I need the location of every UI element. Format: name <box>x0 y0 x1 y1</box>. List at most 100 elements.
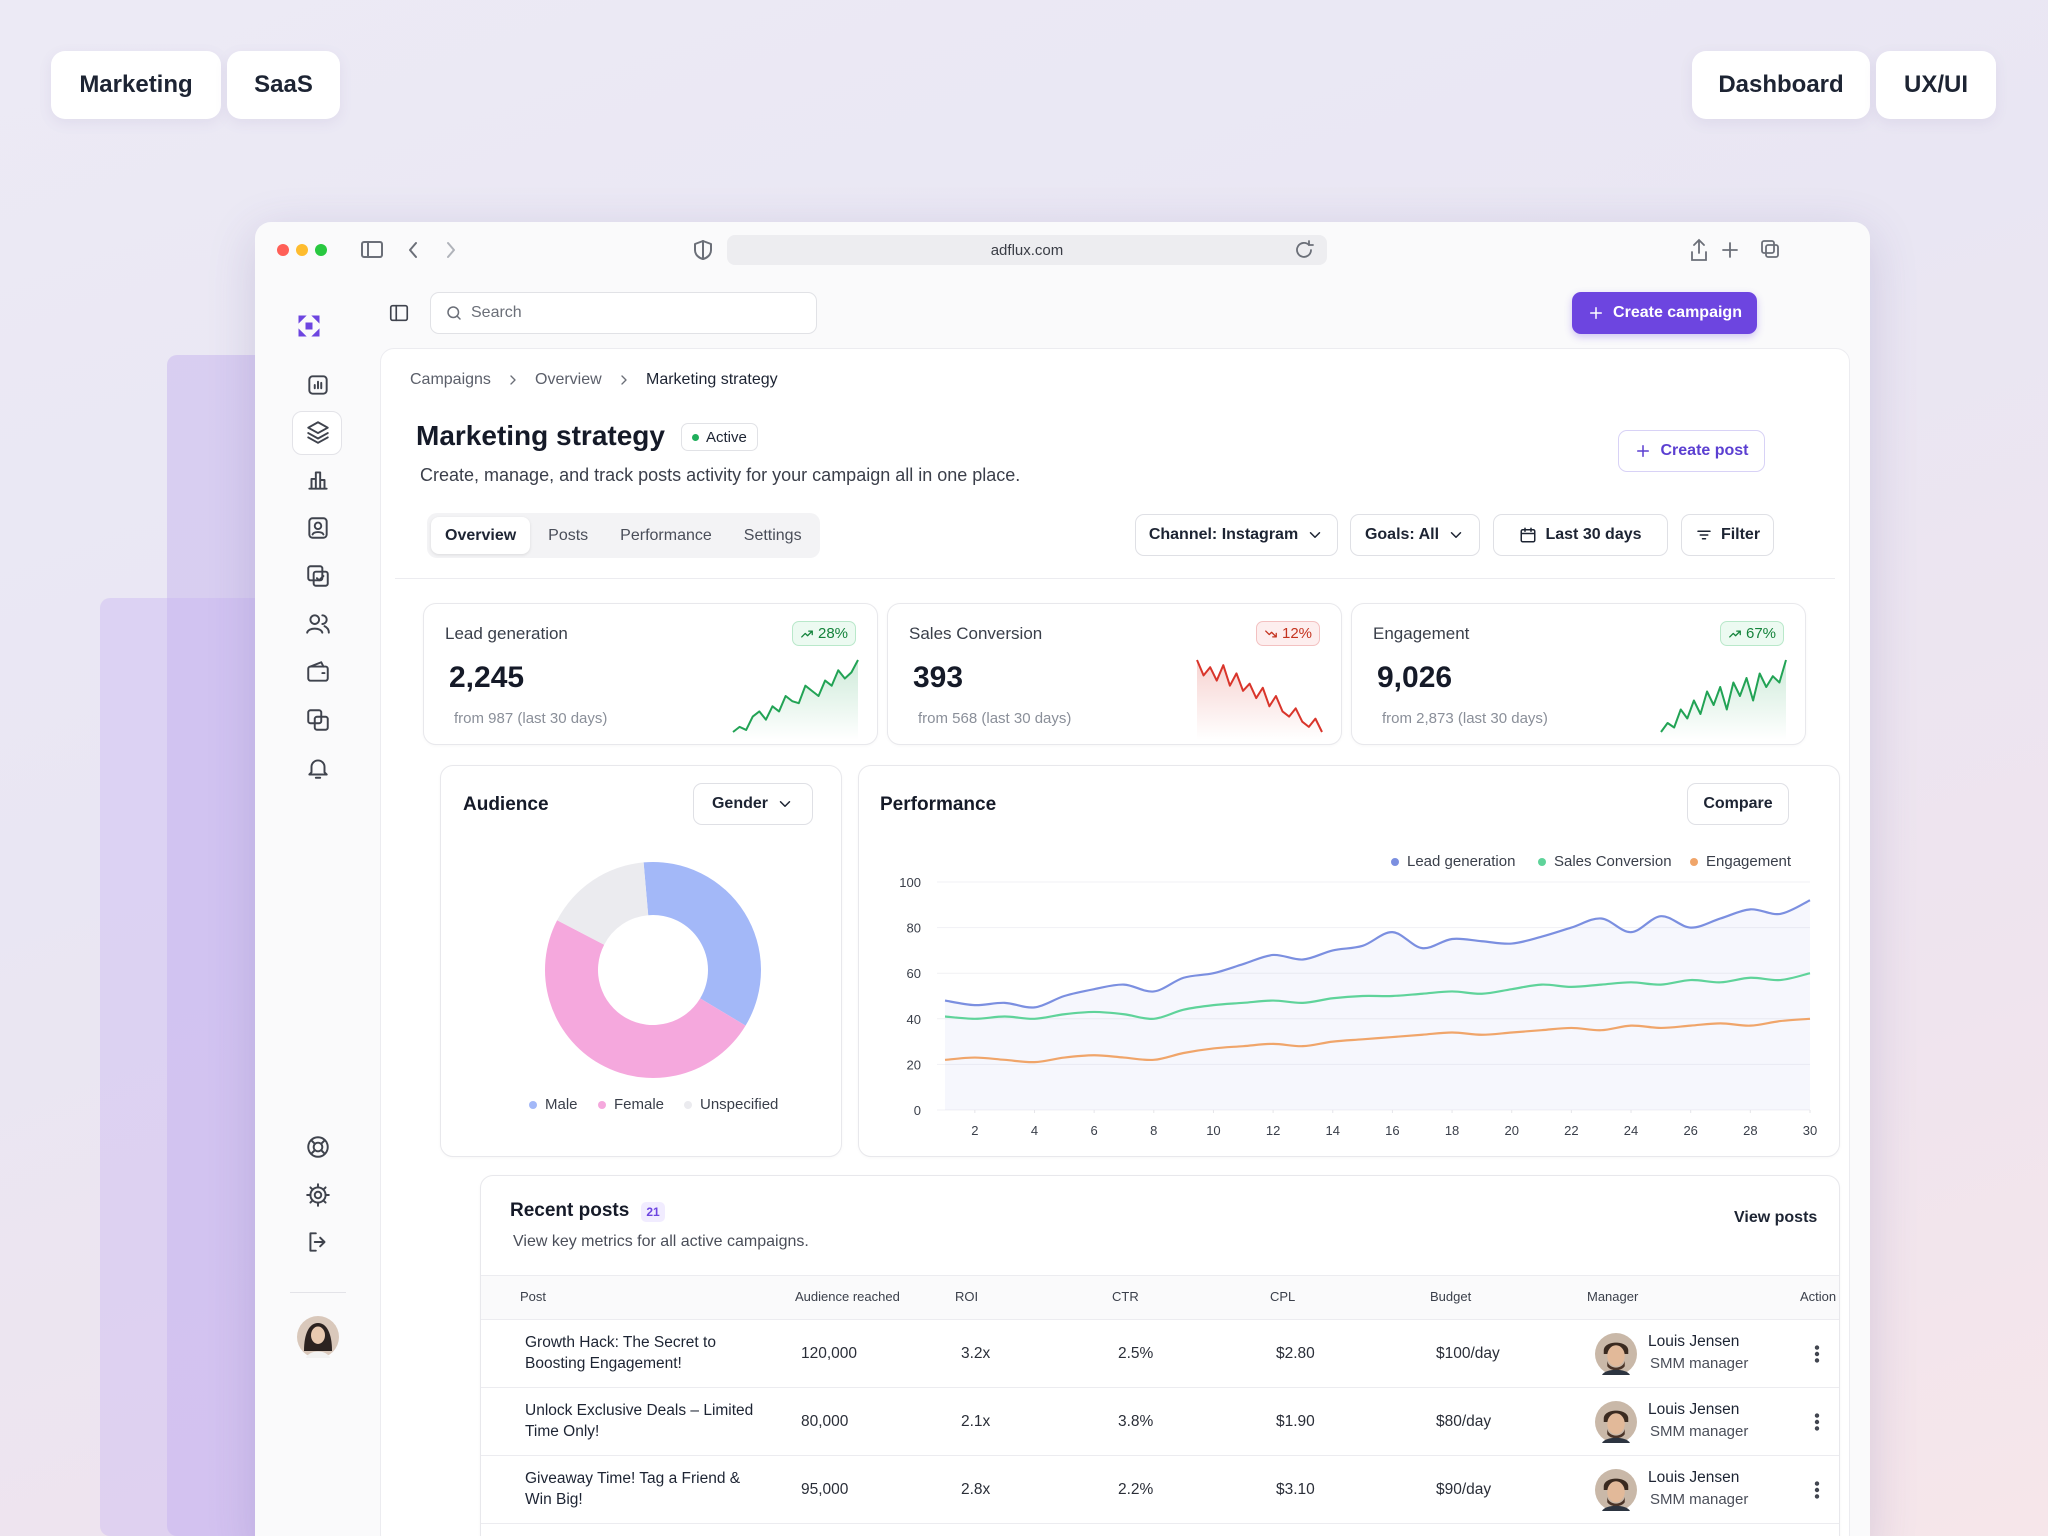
sidebar-icon[interactable] <box>305 419 331 445</box>
filter-button[interactable]: Last 30 days <box>1493 514 1668 556</box>
icon-shape <box>313 521 323 531</box>
tab[interactable]: Overview <box>431 517 531 554</box>
icon-shape <box>1814 1419 1820 1425</box>
button-label: Filter <box>1720 526 1761 543</box>
icon-shape <box>298 315 320 337</box>
icon-shape <box>1814 1351 1820 1357</box>
column-header: CTR <box>1112 1289 1139 1304</box>
browser-toolbar <box>277 235 1779 265</box>
cell: $3.10 <box>1276 1481 1315 1498</box>
sidebar-icon[interactable] <box>305 1182 331 1208</box>
icon <box>1265 629 1277 638</box>
sidebar-icon[interactable] <box>305 707 331 733</box>
panel-toggle[interactable] <box>388 302 410 324</box>
icon-shape <box>1590 307 1603 319</box>
count-badge: 21 <box>641 1202 665 1222</box>
column-header: Action <box>1800 1289 1837 1304</box>
column-header: Budget <box>1430 1289 1472 1304</box>
kpi-value: 9,026 <box>1377 661 1453 694</box>
breadcrumb-item[interactable]: Marketing strategy <box>646 371 778 388</box>
cell: $100/day <box>1436 1345 1500 1362</box>
sidebar-icon[interactable] <box>305 1134 331 1160</box>
kpi-change-label: 12% <box>1282 625 1313 642</box>
icon-shape <box>313 380 323 390</box>
post-title[interactable]: Growth Hack: The Secret to Boosting Enga… <box>525 1334 716 1372</box>
icon <box>1520 527 1536 543</box>
create-campaign-button[interactable]: Create campaign <box>1572 292 1757 334</box>
cell: 2.2% <box>1118 1481 1154 1498</box>
filter-button[interactable]: Filter <box>1681 514 1774 556</box>
icon-shape <box>447 306 460 319</box>
cell: $1.90 <box>1276 1413 1315 1430</box>
icon-shape <box>311 531 325 536</box>
button-label: Goals: All <box>1364 526 1440 543</box>
breadcrumb-item[interactable]: Campaigns <box>410 371 491 388</box>
icon-shape <box>409 242 417 258</box>
filter-button[interactable]: Channel: Instagram <box>1135 514 1338 556</box>
manager-role: SMM manager <box>1650 1491 1749 1508</box>
icon-shape <box>313 1190 323 1200</box>
icon <box>801 629 813 638</box>
breadcrumb-item[interactable]: Overview <box>535 371 602 388</box>
tab[interactable]: Settings <box>743 526 802 544</box>
url: adflux.com <box>990 241 1064 259</box>
table-row <box>481 1456 1839 1524</box>
icon-shape <box>1450 532 1462 538</box>
sidebar-icon[interactable] <box>305 659 331 685</box>
sidebar-icon[interactable] <box>305 515 331 541</box>
dropdown-button[interactable]: Gender <box>693 783 813 825</box>
column-header: ROI <box>955 1289 979 1304</box>
filter-button[interactable]: Goals: All <box>1350 514 1480 556</box>
icon-shape <box>305 1351 331 1358</box>
button-label: Last 30 days <box>1545 526 1642 543</box>
post-title[interactable]: Giveaway Time! Tag a Friend & Win Big! <box>525 1470 741 1508</box>
icon-shape <box>308 375 328 395</box>
status-badge: Active <box>681 423 758 451</box>
tab[interactable]: Posts <box>548 526 589 544</box>
icon-shape <box>621 375 627 385</box>
row-action[interactable] <box>1806 1479 1828 1501</box>
cell: 80,000 <box>801 1413 849 1430</box>
icon-shape <box>309 1232 326 1252</box>
icon-shape <box>307 436 329 444</box>
manager-name: Louis Jensen <box>1648 1469 1740 1486</box>
icon-shape <box>308 471 328 490</box>
icon-shape <box>456 315 461 320</box>
sidebar-icon[interactable] <box>305 1229 331 1255</box>
tab[interactable]: Performance <box>620 526 712 544</box>
icon-shape <box>1607 1413 1625 1435</box>
search-box[interactable]: Search <box>430 292 817 334</box>
icon-shape <box>311 1326 325 1344</box>
sidebar-icon[interactable] <box>305 755 331 781</box>
icon-shape <box>1607 1361 1625 1371</box>
user-avatar[interactable] <box>297 1316 339 1358</box>
button-label: Channel: Instagram <box>1148 526 1299 543</box>
icon-shape <box>1296 238 1779 261</box>
icon-shape <box>510 375 516 385</box>
icon-shape <box>1722 242 1738 258</box>
cell: $2.80 <box>1276 1345 1315 1362</box>
icon-shape <box>1729 629 1741 638</box>
sidebar-icon[interactable] <box>305 611 331 637</box>
icon-shape <box>1814 1426 1820 1431</box>
icon-shape <box>361 240 712 260</box>
view-posts-link[interactable]: View posts <box>1734 1209 1818 1226</box>
sidebar-icon[interactable] <box>305 563 331 589</box>
tag: Dashboard <box>1692 51 1870 119</box>
column-header: Post <box>520 1289 547 1304</box>
icon-shape <box>312 1141 324 1153</box>
sidebar-icon[interactable] <box>305 467 331 493</box>
sidebar-icon[interactable] <box>305 372 331 398</box>
row-action[interactable] <box>1806 1411 1828 1433</box>
status-dot <box>692 433 699 441</box>
icon-shape <box>308 759 328 776</box>
post-title[interactable]: Unlock Exclusive Deals – Limited Time On… <box>525 1402 754 1440</box>
compare-button[interactable]: Compare <box>1687 783 1789 825</box>
search-placeholder: Search <box>471 304 522 321</box>
create-post-button[interactable]: Create post <box>1618 430 1765 472</box>
icon-shape <box>1607 1345 1625 1367</box>
row-action[interactable] <box>1806 1343 1828 1365</box>
table-row <box>481 1320 1839 1388</box>
table-row <box>481 1388 1839 1456</box>
